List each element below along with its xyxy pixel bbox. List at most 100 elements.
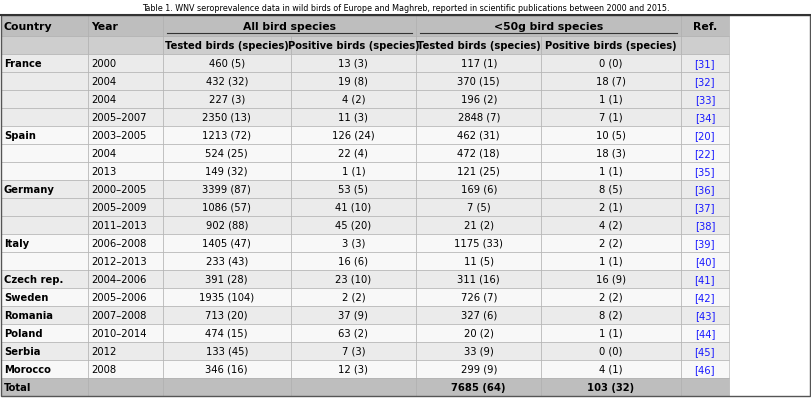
Text: 462 (31): 462 (31) — [457, 131, 500, 141]
Bar — [416, 73, 542, 91]
Text: Total: Total — [4, 382, 32, 392]
Text: 3399 (87): 3399 (87) — [202, 184, 251, 194]
Bar — [542, 360, 680, 378]
Bar — [88, 378, 163, 396]
Text: 2010–2014: 2010–2014 — [92, 328, 147, 338]
Text: Sweden: Sweden — [4, 292, 49, 302]
Text: 2004–2006: 2004–2006 — [92, 274, 147, 284]
Text: 169 (6): 169 (6) — [461, 184, 497, 194]
Text: 2004: 2004 — [92, 149, 117, 159]
Text: <50g bird species: <50g bird species — [494, 21, 603, 31]
Text: [32]: [32] — [694, 77, 715, 87]
Bar — [88, 252, 163, 270]
Bar — [290, 360, 416, 378]
Bar — [163, 198, 290, 217]
Bar — [163, 127, 290, 145]
Bar — [1, 270, 88, 288]
Bar — [542, 162, 680, 180]
Text: Tested birds (species): Tested birds (species) — [417, 41, 541, 51]
Bar — [163, 109, 290, 127]
Text: 0 (0): 0 (0) — [599, 346, 623, 356]
Text: [46]: [46] — [694, 364, 715, 374]
Text: 33 (9): 33 (9) — [464, 346, 494, 356]
Bar — [416, 342, 542, 360]
Text: 726 (7): 726 (7) — [461, 292, 497, 302]
Bar — [88, 342, 163, 360]
Bar — [1, 288, 88, 306]
Text: 10 (5): 10 (5) — [596, 131, 626, 141]
Bar — [542, 145, 680, 162]
Bar — [290, 91, 416, 109]
Bar — [290, 306, 416, 324]
Bar — [542, 180, 680, 198]
Bar — [416, 288, 542, 306]
Bar — [680, 306, 729, 324]
Text: Country: Country — [4, 21, 53, 31]
Text: 2011–2013: 2011–2013 — [92, 221, 147, 231]
Text: [39]: [39] — [694, 239, 715, 248]
Text: [22]: [22] — [694, 149, 715, 159]
Bar — [680, 145, 729, 162]
Text: [42]: [42] — [694, 292, 715, 302]
Bar — [163, 145, 290, 162]
Bar — [416, 145, 542, 162]
Text: Positive birds (species): Positive birds (species) — [545, 41, 677, 51]
Bar — [163, 324, 290, 342]
Text: 2005–2009: 2005–2009 — [92, 203, 147, 213]
Bar — [542, 324, 680, 342]
Text: 7685 (64): 7685 (64) — [452, 382, 506, 392]
Text: 2 (2): 2 (2) — [341, 292, 365, 302]
Bar — [680, 73, 729, 91]
Bar — [88, 324, 163, 342]
Text: 474 (15): 474 (15) — [205, 328, 248, 338]
Bar — [542, 270, 680, 288]
Text: Italy: Italy — [4, 239, 29, 248]
Bar — [163, 288, 290, 306]
Bar — [680, 324, 729, 342]
Text: 41 (10): 41 (10) — [335, 203, 371, 213]
Bar — [163, 270, 290, 288]
Bar — [163, 180, 290, 198]
Text: 524 (25): 524 (25) — [205, 149, 248, 159]
Text: 391 (28): 391 (28) — [205, 274, 248, 284]
Bar — [680, 378, 729, 396]
Text: Year: Year — [92, 21, 118, 31]
Bar — [1, 37, 88, 55]
Bar — [542, 55, 680, 73]
Bar — [88, 235, 163, 252]
Bar — [416, 127, 542, 145]
Text: 4 (2): 4 (2) — [341, 95, 365, 105]
Bar — [542, 342, 680, 360]
Bar — [416, 360, 542, 378]
Text: 2848 (7): 2848 (7) — [457, 113, 500, 123]
Bar — [1, 306, 88, 324]
Text: Ref.: Ref. — [693, 21, 717, 31]
Text: [43]: [43] — [695, 310, 715, 320]
Bar — [680, 252, 729, 270]
Bar — [163, 235, 290, 252]
Bar — [416, 91, 542, 109]
Bar — [1, 145, 88, 162]
Bar — [416, 162, 542, 180]
Text: [35]: [35] — [694, 166, 715, 176]
Text: 3 (3): 3 (3) — [341, 239, 365, 248]
Bar — [88, 198, 163, 217]
Bar — [88, 180, 163, 198]
Text: 1 (1): 1 (1) — [599, 256, 623, 266]
Bar — [416, 306, 542, 324]
Text: 53 (5): 53 (5) — [338, 184, 368, 194]
Text: 37 (9): 37 (9) — [338, 310, 368, 320]
Text: 311 (16): 311 (16) — [457, 274, 500, 284]
Bar — [680, 198, 729, 217]
Text: 472 (18): 472 (18) — [457, 149, 500, 159]
Bar — [1, 180, 88, 198]
Bar — [680, 55, 729, 73]
Text: 2 (2): 2 (2) — [599, 239, 623, 248]
Text: 149 (32): 149 (32) — [205, 166, 248, 176]
Text: 126 (24): 126 (24) — [332, 131, 375, 141]
Bar — [290, 342, 416, 360]
Bar — [163, 162, 290, 180]
Bar — [1, 55, 88, 73]
Text: [40]: [40] — [695, 256, 715, 266]
Text: France: France — [4, 59, 41, 69]
